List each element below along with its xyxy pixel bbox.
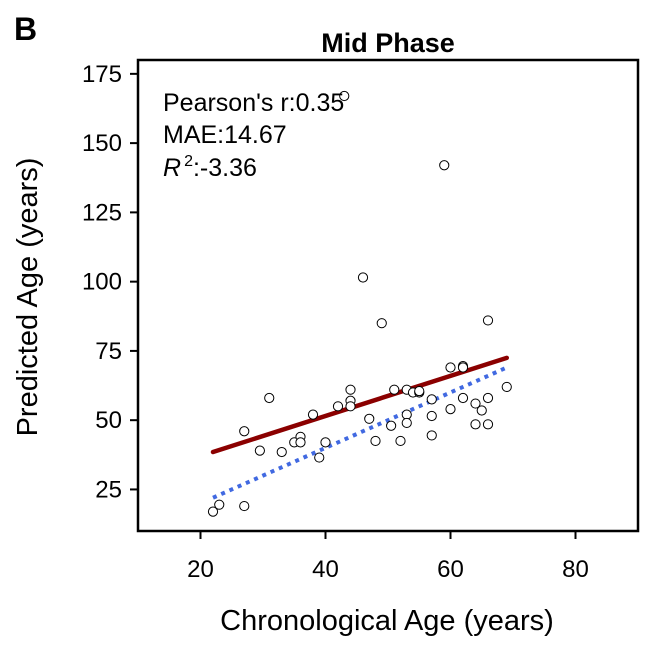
scatter-point [239,500,250,512]
scatter-point [457,362,469,373]
scatter-point [295,437,306,448]
scatter-point [470,419,481,430]
scatter-point [364,413,375,424]
scatter-point [389,384,400,395]
r2-symbol: R [163,154,181,182]
scatter-point [314,452,325,463]
mae-stat: MAE:14.67 [163,121,287,149]
scatter-point [264,392,275,404]
pearson-stat: Pearson's r:0.35 [163,89,344,117]
y-tick-label: 125 [82,199,122,226]
scatter-point [345,384,356,395]
scatter-point [482,392,494,404]
scatter-point [426,430,437,441]
identity-line [212,365,508,500]
x-axis-label: Chronological Age (years) [220,605,554,637]
scatter-point [470,398,481,409]
scatter-point [345,401,356,412]
x-tick-label: 60 [437,556,464,583]
x-tick-label: 20 [187,556,214,583]
scatter-point [426,410,437,422]
scatter-point [339,90,350,102]
scatter-point [445,403,456,415]
r2-stat: R 2:-3.36 [163,153,257,182]
scatter-point [401,417,412,429]
scatter-point [476,405,487,416]
panel-label: B [14,11,37,47]
regression-line [210,355,509,455]
y-tick-label: 75 [95,338,122,365]
axis-ticks: 20 40 60 80 25 50 75 100 125 150 175 [82,61,589,583]
x-tick-label: 80 [562,556,589,583]
scatter-point [254,445,265,456]
scatter-point [239,426,250,437]
scatter-point [320,437,331,448]
scatter-point [332,401,344,412]
scatter-points [207,90,512,517]
scatter-point [414,385,425,397]
scatter-point [386,420,397,431]
scatter-point [214,499,225,510]
scatter-point [307,409,319,420]
fit-lines [210,355,509,500]
scatter-point [457,392,469,404]
r2-superscript: 2 [184,153,193,170]
scatter-point [426,394,437,405]
scatter-point [445,362,456,373]
scatter-point [276,446,287,458]
scatter-point [370,435,381,447]
scatter-point [501,381,512,393]
scatter-point [357,272,369,283]
y-axis-label: Predicted Age (years) [12,158,44,437]
y-tick-label: 25 [95,476,122,503]
scatter-point [482,315,494,326]
r2-value: :-3.36 [193,154,257,182]
scatter-point [439,160,450,171]
x-tick-label: 40 [312,556,339,583]
y-tick-label: 100 [82,269,122,296]
scatter-point [395,435,406,447]
y-tick-label: 150 [82,130,122,157]
y-tick-label: 50 [95,407,122,434]
scatter-point [207,506,219,517]
scatter-point [376,318,387,329]
plot-frame [136,58,640,533]
y-tick-label: 175 [82,61,122,88]
scatter-point [482,419,494,430]
chart-title: Mid Phase [321,28,455,58]
